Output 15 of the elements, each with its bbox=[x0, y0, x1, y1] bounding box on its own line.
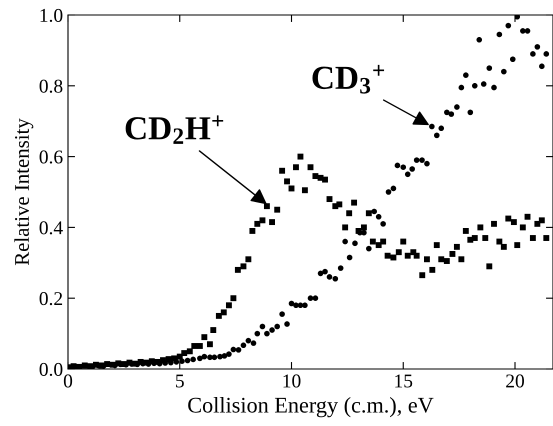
y-tick-label: 0.6 bbox=[40, 150, 63, 164]
x-tick-label: 0 bbox=[64, 374, 72, 388]
y-tick-label: 0.8 bbox=[40, 80, 62, 93]
x-tick-label: 15 bbox=[395, 374, 412, 388]
y-tick-label: 0.4 bbox=[40, 221, 63, 234]
x-tick-label: 20 bbox=[506, 374, 524, 388]
annotation: CD$_{2}$H$^{+}$ bbox=[126, 115, 224, 144]
y-tick-label: 0.2 bbox=[40, 292, 62, 306]
y-tick-label: 0.0 bbox=[40, 362, 62, 376]
x-tick-label: 10 bbox=[283, 374, 300, 388]
y-axis-title: Relative Intensity bbox=[14, 118, 34, 266]
x-tick-label: 5 bbox=[176, 374, 184, 388]
y-tick-label: 1.0 bbox=[40, 8, 62, 22]
annotation: CD$_{3}$$^{+}$ bbox=[312, 64, 384, 94]
x-axis-title: Collision Energy (c.m.), eV bbox=[188, 397, 434, 418]
